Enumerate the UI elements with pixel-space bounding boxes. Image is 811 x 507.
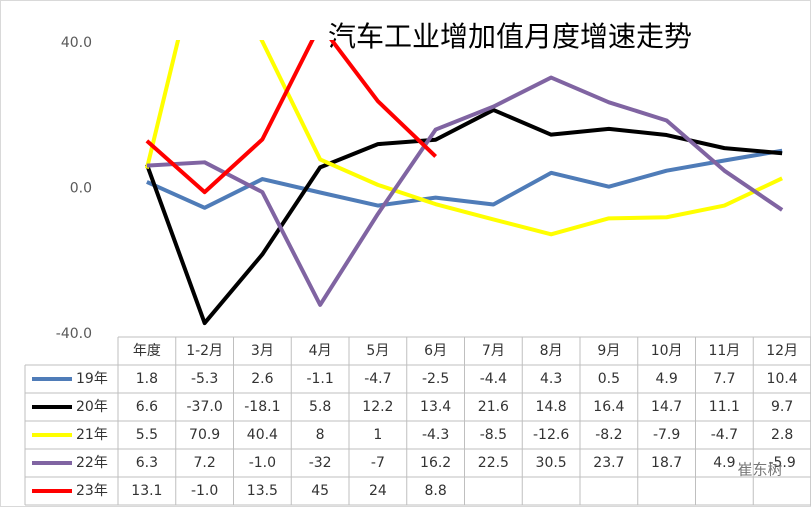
table-value: 11.1 (709, 399, 740, 415)
series-line (145, 40, 438, 195)
table-value: -5.3 (191, 371, 218, 387)
table-value: -12.6 (533, 427, 569, 443)
table-value: 1 (373, 427, 382, 443)
table-value: 18.7 (651, 455, 682, 471)
table-value: 8 (316, 427, 325, 443)
x-tick-label: 5月 (366, 343, 389, 359)
table-value: -8.5 (480, 427, 507, 443)
table-value: -7.9 (653, 427, 680, 443)
x-tick-label: 10月 (651, 343, 683, 359)
table-value: 21.6 (478, 399, 509, 415)
plot-area (144, 40, 784, 326)
table-value: 13.1 (131, 483, 162, 499)
series-line (144, 40, 783, 237)
table-value: -2.5 (422, 371, 449, 387)
table-value: 45 (311, 483, 329, 499)
table-value: -4.7 (711, 427, 738, 443)
legend-label: 22年 (76, 455, 108, 471)
series-line (146, 148, 783, 210)
x-tick-label: 12月 (766, 343, 798, 359)
table-value: 7.7 (713, 371, 735, 387)
table-value: 22.5 (478, 455, 509, 471)
table-value: 0.5 (598, 371, 620, 387)
x-tick-label: 6月 (424, 343, 447, 359)
table-value: -5.9 (768, 455, 795, 471)
chart-title: 汽车工业增加值月度增速走势 (328, 20, 692, 53)
series-line (144, 107, 783, 326)
table-value: 14.7 (651, 399, 682, 415)
table-value: -32 (309, 455, 332, 471)
table-value: 2.6 (251, 371, 273, 387)
table-value: -1.1 (306, 371, 333, 387)
x-tick-label: 1-2月 (186, 343, 223, 359)
x-tick-label: 7月 (482, 343, 505, 359)
table-value: 6.6 (136, 399, 158, 415)
table-value: 40.4 (247, 427, 278, 443)
x-tick-label: 3月 (251, 343, 274, 359)
table-value: 14.8 (536, 399, 567, 415)
table-value: 12.2 (362, 399, 393, 415)
table-value: -4.7 (364, 371, 391, 387)
table-value: 5.8 (309, 399, 331, 415)
table-value: -8.2 (595, 427, 622, 443)
table-value: 24 (369, 483, 387, 499)
table-value: 23.7 (593, 455, 624, 471)
x-tick-label: 4月 (309, 343, 332, 359)
x-tick-label: 11月 (708, 343, 740, 359)
x-tick-label: 8月 (540, 343, 563, 359)
table-value: 16.2 (420, 455, 451, 471)
legend-label: 19年 (76, 371, 108, 387)
y-tick-label: 0.0 (70, 181, 92, 197)
table-value: -4.4 (480, 371, 507, 387)
table-value: 30.5 (536, 455, 567, 471)
table-value: 13.5 (247, 483, 278, 499)
table-value: 10.4 (767, 371, 798, 387)
table-value: 16.4 (593, 399, 624, 415)
table-value: 1.8 (136, 371, 158, 387)
x-tick-label: 9月 (597, 343, 620, 359)
table-value: -7 (371, 455, 385, 471)
table-value: -37.0 (187, 399, 223, 415)
table-value: 5.5 (136, 427, 158, 443)
table-value: 4.3 (540, 371, 562, 387)
y-tick-label: 40.0 (61, 35, 92, 51)
table-value: 13.4 (420, 399, 451, 415)
table-value: 8.8 (424, 483, 446, 499)
table-value: -4.3 (422, 427, 449, 443)
table-value: -1.0 (191, 483, 218, 499)
table-value: 2.8 (771, 427, 793, 443)
table-value: 6.3 (136, 455, 158, 471)
table-value: 4.9 (713, 455, 735, 471)
legend-label: 21年 (76, 427, 108, 443)
table-value: 70.9 (189, 427, 220, 443)
legend-label: 23年 (76, 483, 108, 499)
series-line (146, 75, 784, 307)
watermark: 崔东树 (737, 461, 782, 479)
table-value: 9.7 (771, 399, 793, 415)
x-tick-label: 年度 (133, 343, 161, 359)
y-tick-label: -40.0 (56, 326, 92, 342)
table-value: -18.1 (244, 399, 280, 415)
table-value: -1.0 (249, 455, 276, 471)
table-value: 4.9 (655, 371, 677, 387)
table-value: 7.2 (193, 455, 215, 471)
legend-label: 20年 (76, 399, 108, 415)
